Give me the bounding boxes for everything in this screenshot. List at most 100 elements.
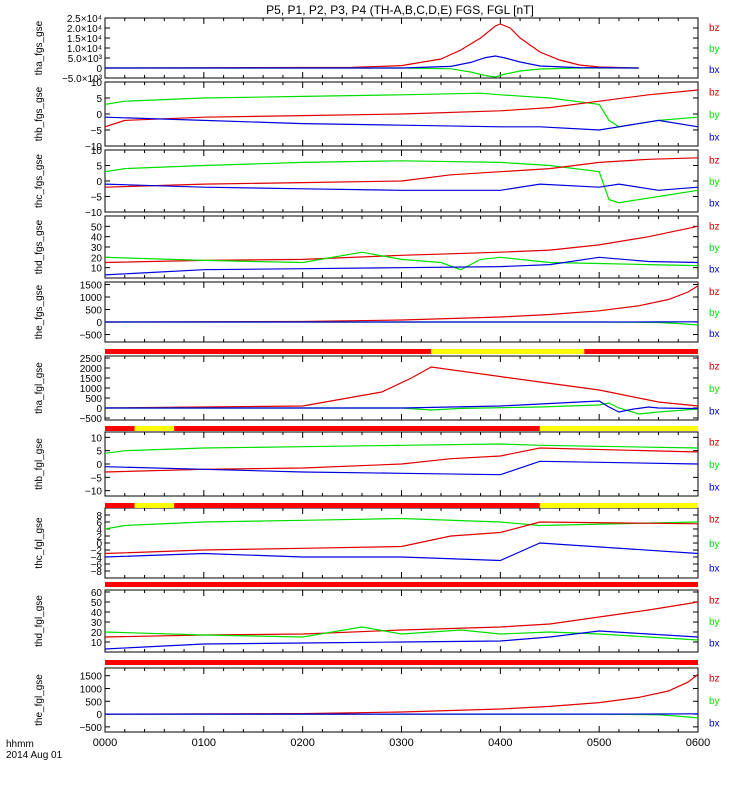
series-line-by [104, 251, 699, 271]
legend-bz: bz [709, 221, 720, 232]
status-bars [105, 349, 698, 665]
y-tick-label: 8 [96, 511, 102, 522]
y-tick-label: 10 [91, 264, 103, 275]
series-line-bx [104, 460, 699, 476]
legend-bx: bx [709, 265, 720, 276]
series-line-bx [105, 55, 639, 69]
x-tick-label: 0500 [587, 737, 611, 749]
y-tick-label: 2.5×10⁴ [67, 14, 102, 25]
plot-frame [104, 355, 699, 421]
y-tick-label: −10 [85, 487, 102, 498]
y-tick-label: 1000 [80, 384, 103, 395]
y-tick-label: 2000 [80, 364, 103, 375]
status-bar-segment [105, 660, 698, 665]
legend-bx: bx [709, 482, 720, 493]
status-bar-segment [539, 426, 698, 431]
y-tick-label: 5.0×10³ [68, 54, 103, 65]
plot-frame [104, 17, 699, 79]
y-tick-label: 0 [96, 318, 102, 329]
legend-by: by [709, 384, 720, 395]
series-line-by [104, 443, 699, 454]
y-tick-label: −8 [91, 567, 103, 578]
y-tick-label: 1500 [80, 281, 103, 292]
legend-bz: bz [709, 362, 720, 373]
x-tick-label: 0400 [488, 737, 512, 749]
y-tick-label: 2.0×10⁴ [67, 24, 102, 35]
y-tick-label: −500 [79, 723, 102, 734]
y-axis-label: thb_fgs_gse [34, 86, 45, 141]
status-bar-segment [174, 503, 540, 508]
figure-title: P5, P1, P2, P3, P4 (TH-A,B,C,D,E) FGS, F… [266, 3, 534, 17]
status-bar-segment [105, 503, 135, 508]
legend-by: by [709, 177, 720, 188]
status-bar-segment [105, 349, 432, 354]
status-bar-segment [584, 349, 698, 354]
y-tick-label: 0 [96, 539, 102, 550]
y-tick-label: −6 [91, 560, 103, 571]
panels: 2.5×10⁴2.0×10⁴1.5×10⁴1.0×10⁴5.0×10³0−5.0… [34, 14, 720, 734]
legend-by: by [709, 460, 720, 471]
y-tick-label: 1.5×10⁴ [67, 34, 102, 45]
series-line-by [105, 67, 639, 78]
legend-by: by [709, 243, 720, 254]
legend-bz: bz [709, 674, 720, 685]
series-line-bz [104, 157, 699, 188]
status-bar-segment [105, 426, 135, 431]
y-tick-label: 1.0×10⁴ [67, 44, 102, 55]
panel-tha_fgs_gse: 2.5×10⁴2.0×10⁴1.5×10⁴1.0×10⁴5.0×10³0−5.0… [34, 14, 720, 85]
y-tick-label: 500 [85, 697, 102, 708]
legend-bx: bx [709, 639, 720, 650]
series-line-bz [104, 447, 699, 473]
y-tick-label: 30 [91, 618, 103, 629]
series-line-by [104, 517, 699, 530]
series-line-by [104, 626, 699, 641]
y-tick-label: 0 [96, 110, 102, 121]
y-tick-label: −2 [91, 546, 103, 557]
y-tick-label: −5 [91, 193, 103, 204]
series-line-bx [104, 116, 699, 131]
y-tick-label: 5 [96, 94, 102, 105]
y-tick-label: 1500 [80, 672, 103, 683]
y-axis-label: tha_fgs_gse [34, 20, 45, 75]
y-axis-label: thd_fgs_gse [34, 219, 45, 274]
y-tick-label: 50 [91, 222, 103, 233]
status-bar-segment [174, 426, 540, 431]
y-tick-label: 40 [91, 233, 103, 244]
series-line-bx [104, 630, 699, 650]
y-tick-label: 50 [91, 598, 103, 609]
y-tick-label: −500 [79, 331, 102, 342]
legend-bz: bz [709, 438, 720, 449]
legend-bx: bx [709, 199, 720, 210]
legend-by: by [709, 308, 720, 319]
y-tick-label: 1000 [80, 684, 103, 695]
y-tick-label: −5 [91, 126, 103, 137]
legend-bz: bz [709, 515, 720, 526]
y-axis-label: the_fgs_gse [34, 284, 45, 339]
y-axis-label: thc_fgs_gse [34, 154, 45, 208]
legend-by: by [709, 110, 720, 121]
y-tick-label: −4 [91, 553, 103, 564]
y-tick-label: 60 [91, 588, 103, 599]
y-tick-label: −500 [79, 414, 102, 425]
y-tick-label: −5 [91, 473, 103, 484]
legend-by: by [709, 44, 720, 55]
footer-date-label: 2014 Aug 01 [6, 750, 63, 761]
series-line-by [104, 92, 699, 128]
y-tick-label: 0 [96, 710, 102, 721]
x-axis: 0000 0100 0200 0300 0400 0500 0600 [93, 737, 710, 749]
series-line-bx [105, 400, 699, 413]
series-line-bz [104, 23, 639, 69]
status-bar-segment [105, 582, 698, 587]
series-line-bx [104, 542, 699, 562]
plot-frame [104, 281, 699, 343]
y-tick-label: 0 [96, 64, 102, 75]
status-bar-segment [134, 503, 175, 508]
y-tick-label: 30 [91, 243, 103, 254]
status-bar-segment [134, 426, 175, 431]
